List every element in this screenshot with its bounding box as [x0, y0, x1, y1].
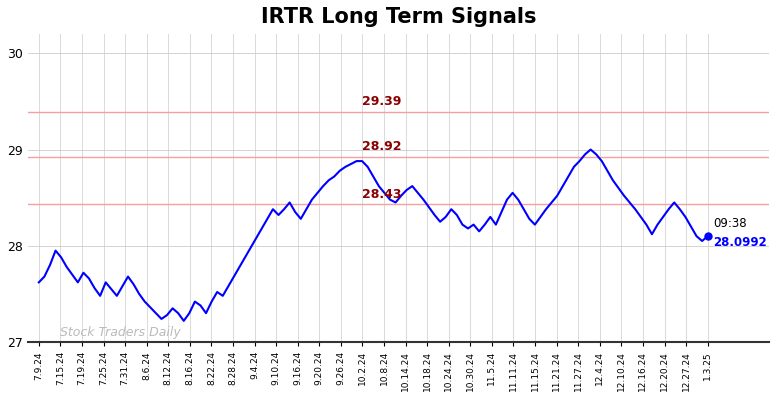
Text: 28.92: 28.92: [362, 140, 402, 153]
Text: Stock Traders Daily: Stock Traders Daily: [60, 326, 181, 339]
Text: 28.43: 28.43: [362, 187, 402, 201]
Text: 09:38: 09:38: [713, 217, 747, 230]
Text: 28.0992: 28.0992: [713, 236, 767, 249]
Text: 29.39: 29.39: [362, 95, 402, 108]
Title: IRTR Long Term Signals: IRTR Long Term Signals: [260, 7, 536, 27]
